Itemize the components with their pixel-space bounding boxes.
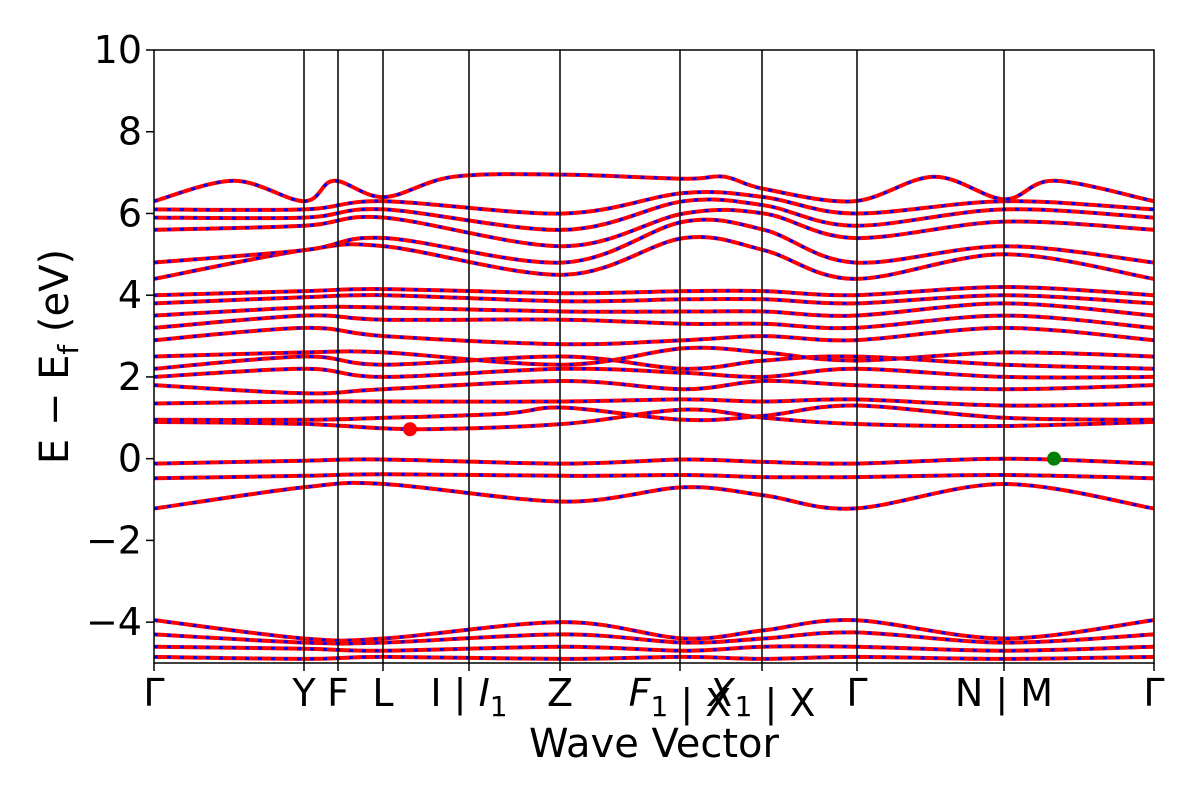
kpoint-lines — [303, 50, 1005, 663]
x-tick-label: X1 | X — [707, 671, 816, 726]
vbm-marker — [1047, 451, 1061, 466]
y-tick-label: 0 — [118, 437, 142, 481]
y-tick-label: 4 — [118, 273, 142, 317]
x-tick-label: I | I1 — [430, 671, 507, 723]
y-axis-label-main: E − E — [32, 355, 78, 465]
y-tick-label: −4 — [86, 600, 142, 644]
band-15-spin-down — [154, 285, 1154, 297]
band-6-spin-down — [154, 397, 1154, 408]
band-13-spin-down — [154, 301, 1154, 318]
band-10-spin-down — [154, 346, 1154, 367]
y-axis-label-sub: f — [52, 344, 85, 355]
x-tick-label: N | M — [955, 671, 1053, 716]
x-axis-label: Wave Vector — [529, 721, 780, 767]
band-2-spin-down — [154, 472, 1154, 480]
band-9-spin-down — [154, 354, 1154, 371]
y-tick-label: 10 — [94, 28, 142, 72]
markers-layer — [403, 422, 1061, 466]
band-20-spin-down — [154, 190, 1154, 216]
band-17-spin-up — [154, 217, 1154, 265]
band-7-spin-down — [154, 379, 1154, 395]
bands-layer — [154, 172, 1154, 661]
y-tick-label: 2 — [118, 355, 142, 399]
y-tick-label: −2 — [86, 518, 142, 562]
band-12-spin-down — [154, 313, 1154, 330]
y-axis-label-unit: (eV) — [32, 249, 78, 345]
y-axis-label: E − Ef (eV) — [32, 249, 85, 464]
band-23-spin-down — [154, 630, 1154, 646]
band-21-spin-up — [154, 172, 1154, 204]
y-axis-ticks: −4 −2 0 2 4 6 8 10 — [86, 28, 154, 644]
y-tick-label: 8 — [118, 110, 142, 154]
x-tick-label: Y — [291, 671, 316, 715]
band-25-spin-down — [154, 655, 1154, 661]
band-24-spin-down — [154, 644, 1154, 653]
x-tick-label: F1 | X — [629, 671, 732, 726]
band-14-spin-down — [154, 293, 1154, 305]
band-5-spin-down — [154, 403, 1154, 422]
cbm-marker — [403, 422, 417, 437]
x-tick-label: Γ — [846, 671, 867, 715]
band-11-spin-down — [154, 326, 1154, 346]
band-8-spin-down — [154, 367, 1154, 380]
band-4-spin-down — [154, 408, 1154, 431]
x-tick-label: Z — [547, 671, 573, 715]
x-tick-label: F — [327, 671, 349, 715]
x-tick-label: Γ — [143, 671, 164, 715]
y-tick-label: 6 — [118, 191, 142, 235]
plot-frame — [153, 49, 1155, 664]
band-18-spin-down — [154, 208, 1154, 248]
x-tick-label: L — [372, 671, 393, 715]
x-tick-label: Γ — [1143, 671, 1164, 715]
band-3-spin-down — [154, 457, 1154, 466]
band-19-spin-down — [154, 198, 1154, 232]
